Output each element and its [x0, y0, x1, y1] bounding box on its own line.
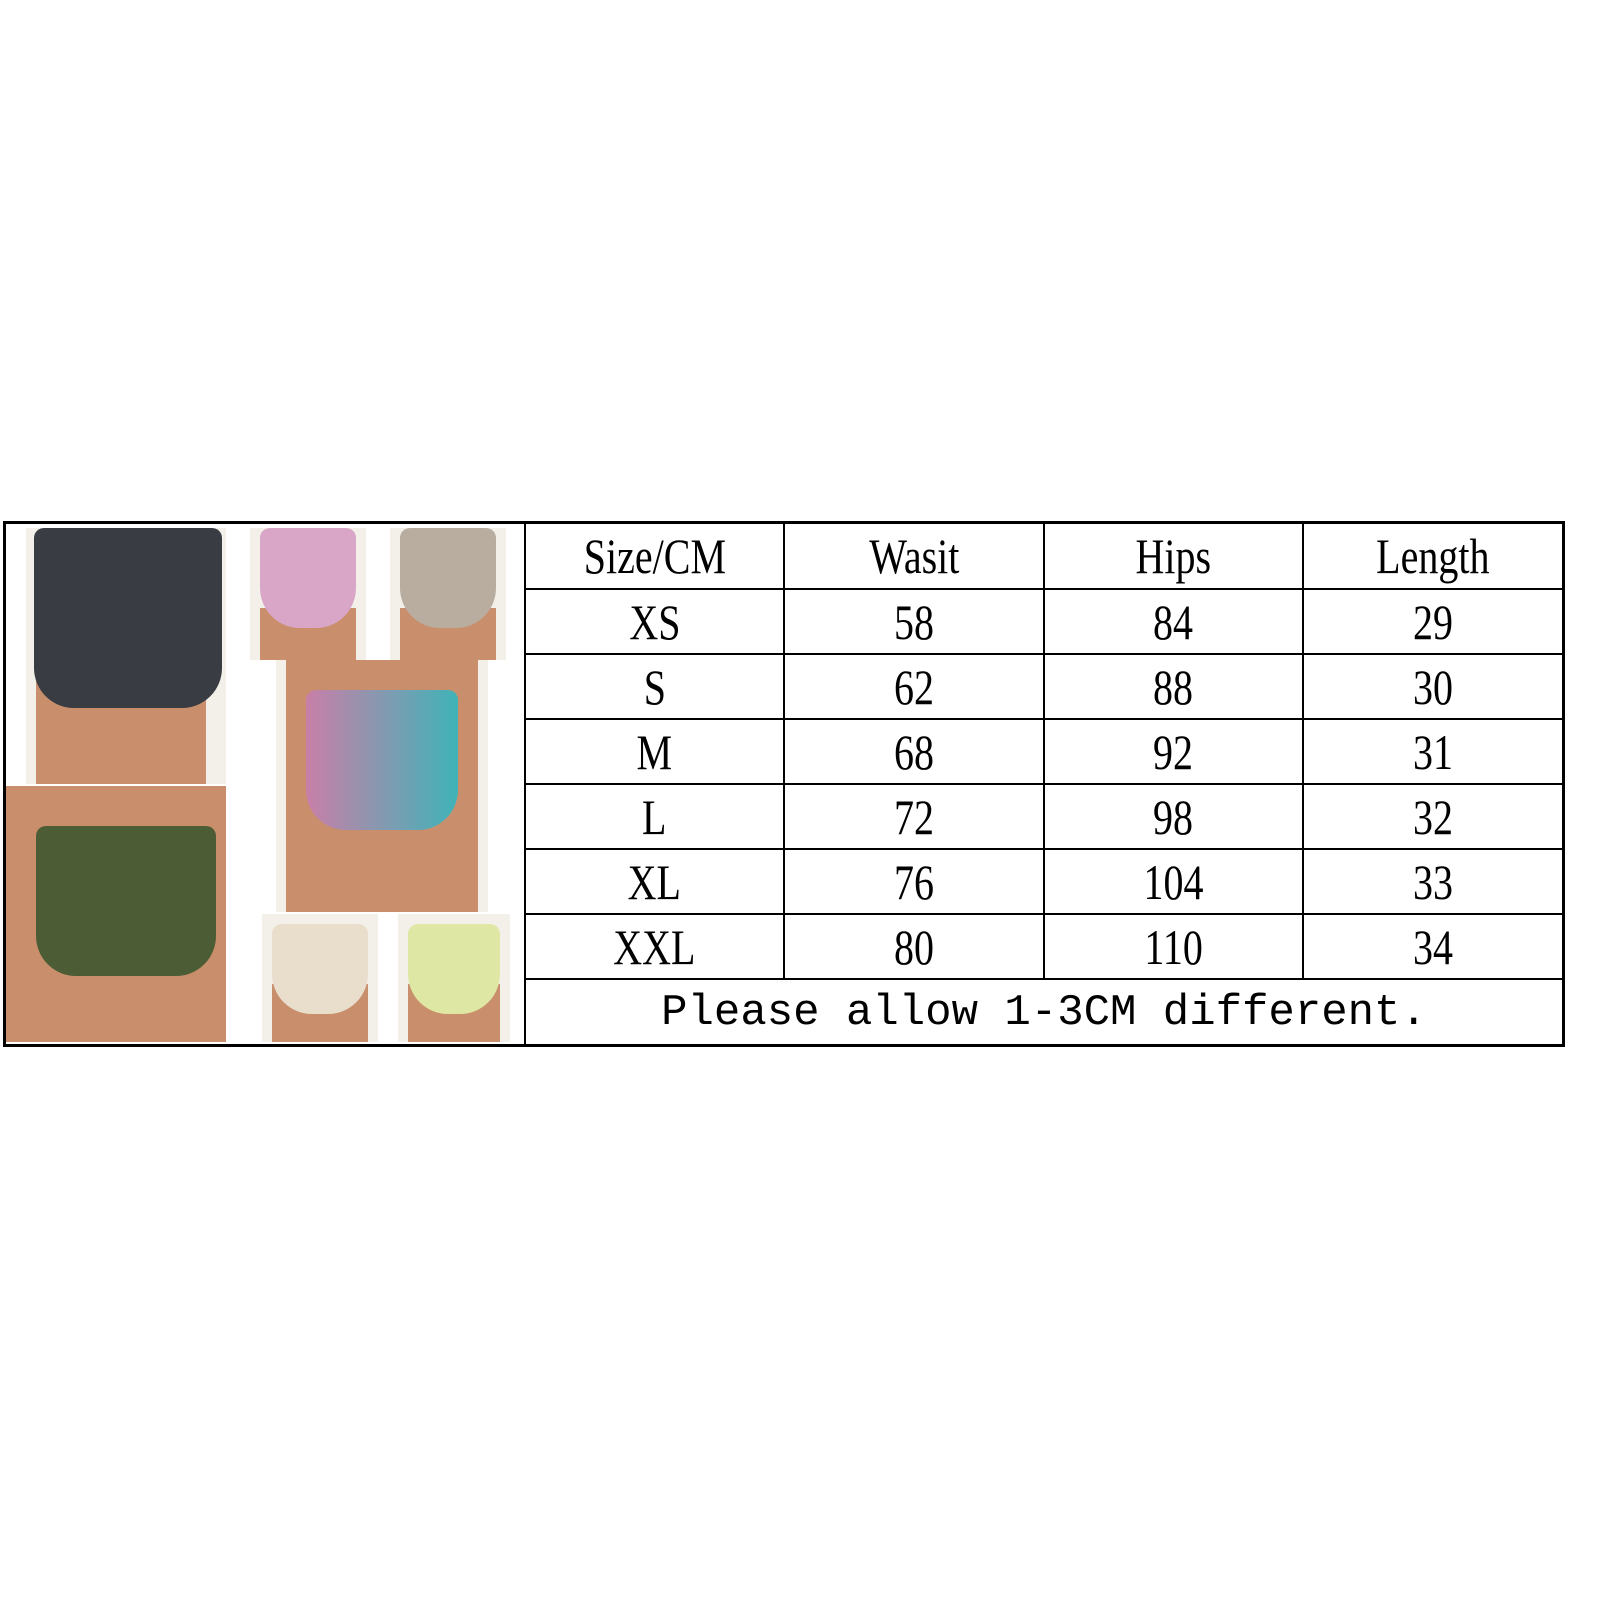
table-row: L 72 98 32	[523, 783, 1562, 850]
photo-cream-floral-shorts	[262, 914, 378, 1042]
size-cell: XL	[523, 848, 786, 915]
hips-cell: 110	[1042, 913, 1304, 980]
waist-cell: 58	[783, 588, 1045, 655]
table-header-row: Size/CM Wasit Hips Length	[523, 524, 1562, 590]
photo-camo-shorts	[6, 786, 226, 1042]
length-cell: 34	[1301, 913, 1562, 980]
length-cell: 29	[1301, 588, 1562, 655]
waist-cell: 62	[783, 653, 1045, 720]
header-cell: Length	[1301, 524, 1562, 590]
hips-cell: 92	[1042, 718, 1304, 785]
length-cell: 33	[1301, 848, 1562, 915]
waist-cell: 80	[783, 913, 1045, 980]
size-cell: M	[523, 718, 786, 785]
waist-cell: 68	[783, 718, 1045, 785]
product-photos	[6, 524, 524, 1044]
table-row: XL 76 104 33	[523, 848, 1562, 915]
header-cell: Hips	[1042, 524, 1304, 590]
photo-yellow-tiedye-shorts	[398, 914, 510, 1042]
table-row: XS 58 84 29	[523, 588, 1562, 655]
photo-grey-tiedye-shorts	[390, 528, 506, 660]
hips-cell: 88	[1042, 653, 1304, 720]
length-cell: 32	[1301, 783, 1562, 850]
waist-cell: 72	[783, 783, 1045, 850]
size-cell: XS	[523, 588, 786, 655]
hips-cell: 98	[1042, 783, 1304, 850]
table-row: S 62 88 30	[523, 653, 1562, 720]
hips-cell: 104	[1042, 848, 1304, 915]
tolerance-note: Please allow 1-3CM different.	[524, 978, 1562, 1046]
waist-cell: 76	[783, 848, 1045, 915]
size-chart-table: Size/CM Wasit Hips Length XS 58 84 29 S …	[523, 524, 1562, 1046]
size-cell: S	[523, 653, 786, 720]
size-cell: XXL	[523, 913, 786, 980]
photo-pink-tiedye-shorts	[250, 528, 366, 660]
header-cell: Size/CM	[523, 524, 786, 590]
table-row: M 68 92 31	[523, 718, 1562, 785]
photo-floral-dark-shorts	[26, 528, 226, 784]
length-cell: 30	[1301, 653, 1562, 720]
header-cell: Wasit	[783, 524, 1045, 590]
photo-leopard-shorts	[276, 660, 488, 912]
size-cell: L	[523, 783, 786, 850]
table-row: XXL 80 110 34	[523, 913, 1562, 980]
length-cell: 31	[1301, 718, 1562, 785]
note-row: Please allow 1-3CM different.	[524, 978, 1562, 1046]
hips-cell: 84	[1042, 588, 1304, 655]
